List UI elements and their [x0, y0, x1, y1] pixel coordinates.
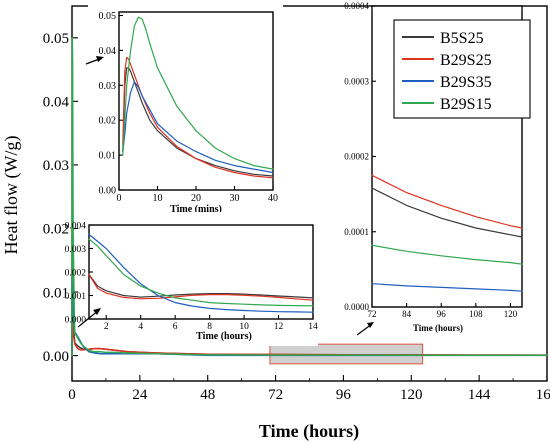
legend: B5S25 B29S25 B29S35 B29S15 — [393, 19, 531, 119]
inset-minutes-plot: 0 10 20 30 40 0.00 0.01 0.02 0.03 0.04 0.05 Time (… — [88, 4, 283, 218]
inset-hours-series-b29s35 — [88, 233, 314, 313]
inset-hours-x-tick-label: 12 — [274, 322, 284, 332]
inset-minutes-series-b29s35 — [122, 81, 274, 174]
arrow-head-zoom — [367, 322, 374, 328]
inset-minutes-y-tick-label: 0.03 — [99, 81, 117, 92]
inset-zoom-y-tick-label: 0.0002 — [344, 152, 369, 162]
main-x-tick-label: 24 — [132, 387, 148, 403]
main-x-tick-label: 0 — [68, 387, 76, 403]
main-y-tick-label: 0.03 — [43, 158, 69, 174]
inset-hours-y-tick-label: 0.000 — [65, 315, 87, 325]
inset-hours-series-b29s15 — [88, 238, 314, 307]
inset-minutes-series-b5s25 — [122, 67, 274, 177]
inset-minutes-background — [88, 4, 283, 218]
inset-minutes-y-tick-label: 0.00 — [99, 186, 117, 197]
inset-zoom-series-b29s25 — [371, 174, 523, 229]
inset-minutes-x-axis-label: Time (mins) — [170, 204, 222, 215]
inset-zoom-y-tick-label: 0.0001 — [344, 227, 369, 237]
inset-zoom-series-b29s35 — [371, 283, 523, 292]
inset-hours-x-axis-label: Time (hours) — [196, 331, 252, 342]
arrow-head-minutes — [96, 56, 104, 62]
inset-minutes-x-tick-label: 40 — [268, 193, 278, 204]
inset-hours-y-tick-label: 0.004 — [65, 221, 87, 231]
inset-minutes-x-tick-label: 10 — [153, 193, 163, 204]
inset-zoom-y-tick-label: 0.0004 — [344, 1, 369, 11]
inset-hours-series-b5s25 — [88, 273, 314, 299]
inset-hours-x-tick-label: 6 — [173, 322, 178, 332]
inset-minutes-series-b29s25 — [122, 56, 274, 179]
inset-minutes-x-tick-label: 20 — [191, 193, 201, 204]
inset-minutes-series-b29s15 — [122, 16, 274, 170]
inset-zoom-x-tick-label: 72 — [368, 309, 377, 319]
main-series-b29s15 — [71, 37, 548, 357]
inset-minutes-y-tick-label: 0.04 — [99, 46, 117, 57]
legend-label-b29s35: B29S35 — [440, 74, 492, 91]
main-y-tick-label: 0.04 — [43, 95, 70, 111]
main-x-tick-label: 168 — [536, 387, 550, 403]
legend-label-b5s25: B5S25 — [440, 30, 484, 47]
inset-zoom-x-tick-label: 108 — [469, 309, 483, 319]
inset-zoom-series-b29s15 — [371, 244, 523, 265]
inset-hours-plot: 2 4 6 8 10 12 14 0.000 0.001 0.002 0.003 0.004 Time… — [65, 212, 318, 346]
main-y-tick-label: 0.05 — [43, 31, 69, 47]
inset-hours-x-tick-label: 4 — [138, 322, 143, 332]
inset-hours-series-b29s25 — [88, 273, 314, 301]
inset-hours-x-tick-label: 14 — [308, 322, 318, 332]
inset-zoom-y-tick-label: 0.0000 — [344, 302, 369, 312]
inset-zoom-x-tick-label: 84 — [402, 309, 412, 319]
inset-hours-x-tick-label: 8 — [207, 322, 212, 332]
main-x-tick-label: 120 — [400, 387, 423, 403]
legend-label-b29s15: B29S15 — [440, 96, 492, 113]
inset-zoom-x-axis-label: Time (hours) — [413, 323, 463, 333]
main-x-tick-label: 48 — [200, 387, 215, 403]
inset-hours-x-tick-label: 10 — [239, 322, 249, 332]
main-y-tick-label: 0.00 — [43, 349, 69, 365]
inset-minutes-y-tick-label: 0.01 — [99, 151, 117, 162]
arrow-head-hours — [93, 308, 101, 315]
inset-zoom-y-tick-label: 0.0003 — [344, 76, 369, 86]
main-y-tick-label: 0.01 — [43, 285, 69, 301]
inset-minutes-y-tick-label: 0.02 — [99, 116, 117, 127]
main-y-tick-label: 0.02 — [43, 222, 69, 238]
legend-label-b29s25: B29S25 — [440, 52, 492, 69]
inset-minutes-y-tick-label: 0.05 — [99, 11, 117, 22]
main-y-axis-label: Heat flow (W/g) — [1, 136, 22, 255]
pointer-arrows — [77, 56, 374, 336]
inset-hours-y-tick-label: 0.003 — [65, 245, 87, 255]
inset-hours-x-tick-label: 2 — [104, 322, 109, 332]
inset-hours-y-tick-label: 0.002 — [65, 268, 87, 278]
inset-zoom-top-cover — [372, 6, 522, 11]
main-plot: 0244872961201441680.000.010.020.030.040.… — [1, 5, 550, 442]
inset-hours-background — [84, 212, 318, 346]
inset-minutes-x-tick-label: 0 — [117, 193, 122, 204]
main-x-tick-label: 144 — [468, 387, 491, 403]
main-x-tick-label: 96 — [336, 387, 352, 403]
main-x-tick-label: 72 — [268, 387, 283, 403]
inset-hours-y-tick-label: 0.001 — [65, 292, 87, 302]
main-x-axis-label: Time (hours) — [259, 421, 359, 442]
inset-zoom-x-tick-label: 96 — [437, 309, 447, 319]
inset-minutes-x-tick-label: 30 — [230, 193, 240, 204]
inset-zoom-series-b5s25 — [371, 187, 523, 238]
inset-zoom-x-tick-label: 120 — [504, 309, 518, 319]
inset-zoom-plot: 72 84 96 108 120 0.0000 0.0001 0.0002 0.0003 0.00… — [320, 1, 530, 338]
